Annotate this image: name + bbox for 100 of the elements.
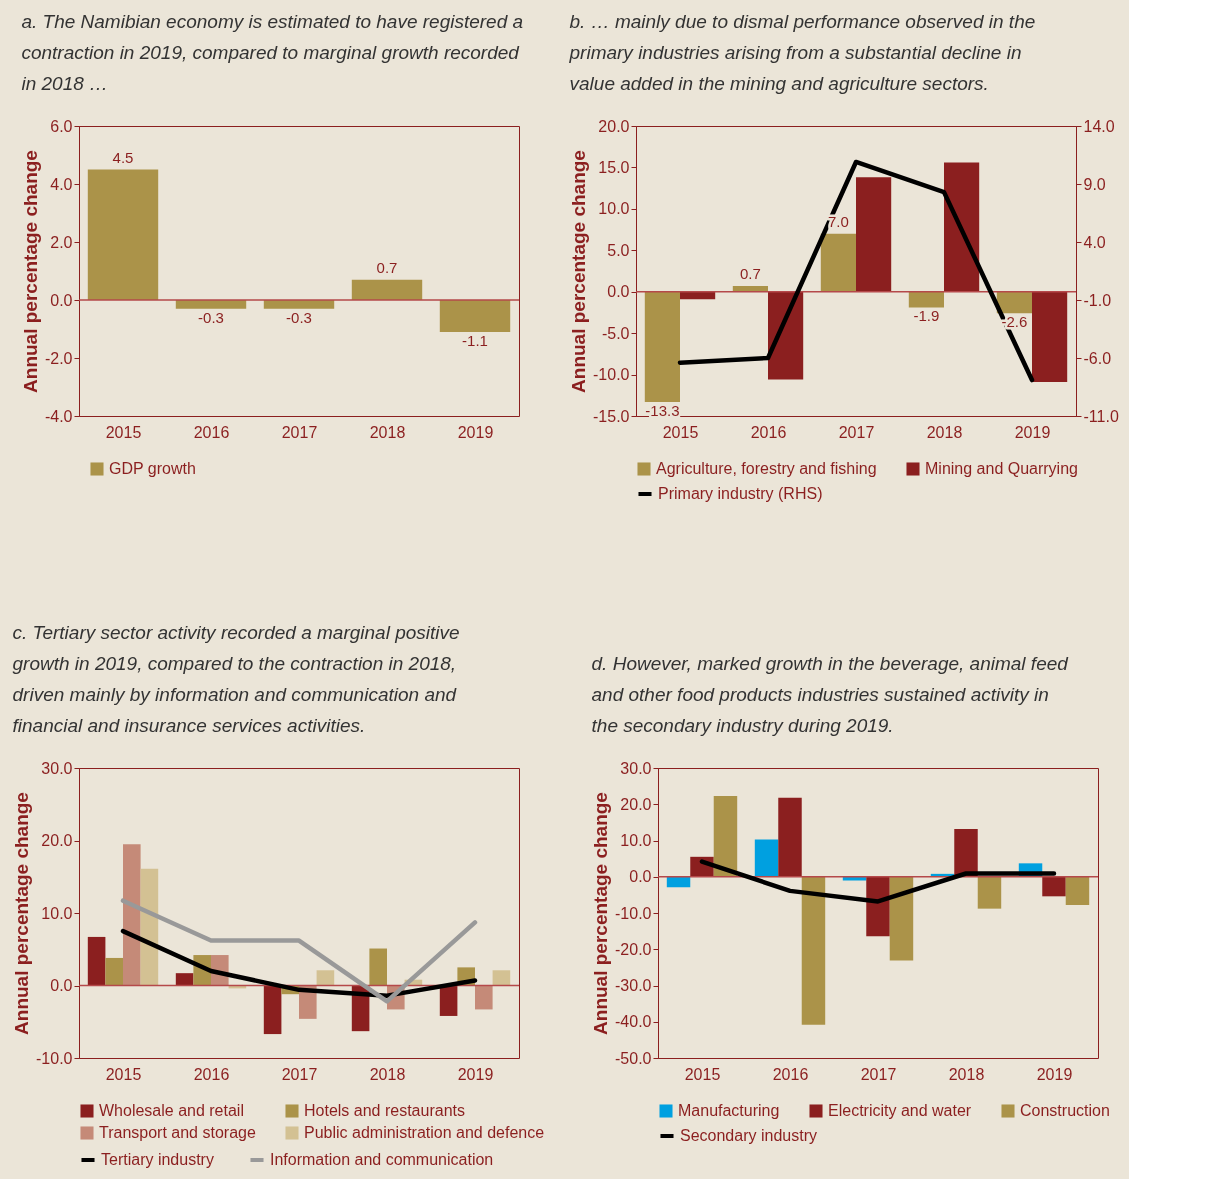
y-tick-label: 30.0 (41, 759, 73, 777)
bar (123, 844, 141, 986)
bar (820, 233, 856, 292)
y-tick-label: 6.0 (50, 117, 73, 135)
y-tick-label: 5.0 (607, 241, 630, 259)
chart-title: c. Tertiary sector activity recorded a marginal positive growth in 2019, compared to the contraction in 2018, driven mainly by information and communication and financial and insurance services activities. (12, 622, 460, 736)
x-tick-label: 2017 (860, 1065, 897, 1083)
y-tick-label: 0.0 (607, 283, 630, 301)
bar (908, 291, 944, 308)
legend-label: Transport and storage (99, 1124, 256, 1141)
y-tick-label: 4.0 (50, 175, 73, 193)
bar (87, 169, 159, 300)
line-series (120, 928, 478, 998)
y2-tick-label: -1.0 (1083, 291, 1112, 309)
bar (996, 291, 1032, 314)
bar (856, 177, 892, 292)
bar (713, 795, 738, 877)
x-tick-label: 2015 (662, 423, 699, 441)
y-tick-label: 10.0 (620, 832, 652, 849)
y-tick-label: 20.0 (41, 832, 73, 849)
data-label: -1.9 (913, 307, 940, 325)
y-tick-label: 0.0 (629, 868, 652, 886)
legend-label: Electricity and water (828, 1102, 972, 1119)
y-tick-label: 0.0 (50, 291, 73, 309)
y-tick-label: -40.0 (615, 1013, 652, 1031)
y-tick-label: -5.0 (601, 324, 630, 342)
y-axis-title: Annual percentage change (568, 150, 590, 393)
legend-label: Manufacturing (678, 1102, 780, 1119)
y2-tick-label: -6.0 (1083, 349, 1112, 367)
y-tick-label: 0.0 (50, 977, 73, 994)
bar (754, 839, 779, 877)
data-label: -0.3 (286, 308, 312, 326)
y2-tick-label: 9.0 (1083, 175, 1106, 193)
legend-label: Agriculture, forestry and fishing (656, 460, 877, 477)
bar (1042, 876, 1066, 897)
x-tick-label: 2016 (750, 423, 787, 441)
legend-label: Secondary industry (680, 1127, 817, 1144)
y-tick-label: 30.0 (620, 759, 652, 777)
y-tick-label: 2.0 (50, 233, 73, 251)
bar (492, 970, 511, 986)
x-tick-label: 2015 (105, 423, 142, 441)
bar (889, 876, 914, 961)
line-series (120, 898, 478, 1004)
bar (316, 970, 335, 986)
bar (801, 876, 826, 1025)
x-tick-label: 2016 (772, 1065, 809, 1083)
bar (977, 876, 1002, 909)
chart-title: a. The Namibian economy is estimated to have registered a contraction in 2019, compared to marginal growth recorded in 2018 … (21, 11, 524, 94)
y-axis-title: Annual percentage change (590, 792, 612, 1035)
y-tick-label: -10.0 (615, 904, 652, 922)
chart-title: b. … mainly due to dismal performance observed in the primary industries arising from a substantial decline in value added in the mining and agriculture sectors. (568, 11, 1036, 94)
bar (439, 985, 458, 1016)
y-tick-label: -2.0 (44, 349, 73, 367)
data-label: 0.7 (739, 264, 761, 282)
y-tick-label: -30.0 (615, 977, 652, 994)
y-tick-label: -10.0 (593, 366, 630, 384)
y-tick-label: -20.0 (615, 940, 652, 958)
y-tick-label: 20.0 (598, 117, 630, 135)
legend-label: Mining and Quarrying (925, 460, 1078, 477)
legend-label: Public administration and defence (304, 1124, 545, 1141)
bar (1065, 876, 1090, 906)
x-tick-label: 2016 (193, 423, 230, 441)
x-tick-label: 2017 (281, 1065, 318, 1083)
legend-label: Hotels and restaurants (304, 1102, 465, 1119)
x-tick-label: 2019 (457, 423, 494, 441)
x-tick-label: 2018 (926, 423, 963, 441)
y-axis-title: Annual percentage change (19, 150, 41, 393)
bar (944, 162, 980, 292)
bar (475, 985, 493, 1010)
y-tick-label: -50.0 (615, 1049, 652, 1067)
x-tick-label: 2017 (281, 423, 318, 441)
bar (175, 973, 194, 986)
y2-tick-label: 14.0 (1083, 117, 1115, 135)
data-label: -1.1 (462, 331, 488, 349)
legend-label: Construction (1020, 1102, 1110, 1119)
bar (644, 291, 680, 402)
x-tick-label: 2019 (1014, 423, 1051, 441)
data-label: -0.3 (198, 308, 224, 326)
legend-label: GDP growth (109, 460, 196, 477)
line-series (677, 159, 1035, 383)
y2-tick-label: 4.0 (1083, 233, 1106, 251)
y-tick-label: 10.0 (598, 200, 630, 218)
data-label: 0.7 (376, 258, 398, 276)
x-tick-label: 2019 (457, 1065, 494, 1083)
legend-label: Information and communication (270, 1151, 494, 1168)
data-label: -13.3 (645, 401, 680, 419)
data-label: 4.5 (112, 148, 134, 166)
y-tick-label: -4.0 (44, 407, 73, 425)
legend-label: Tertiary industry (101, 1151, 214, 1168)
x-tick-label: 2015 (105, 1065, 142, 1083)
bar (87, 936, 106, 986)
bar (351, 279, 423, 300)
x-tick-label: 2018 (369, 423, 406, 441)
bar (369, 948, 387, 986)
bar (680, 291, 716, 300)
x-tick-label: 2019 (1036, 1065, 1073, 1083)
x-tick-label: 2018 (369, 1065, 406, 1083)
bar (439, 300, 511, 332)
bar (105, 957, 123, 986)
legend-label: Wholesale and retail (99, 1102, 244, 1119)
